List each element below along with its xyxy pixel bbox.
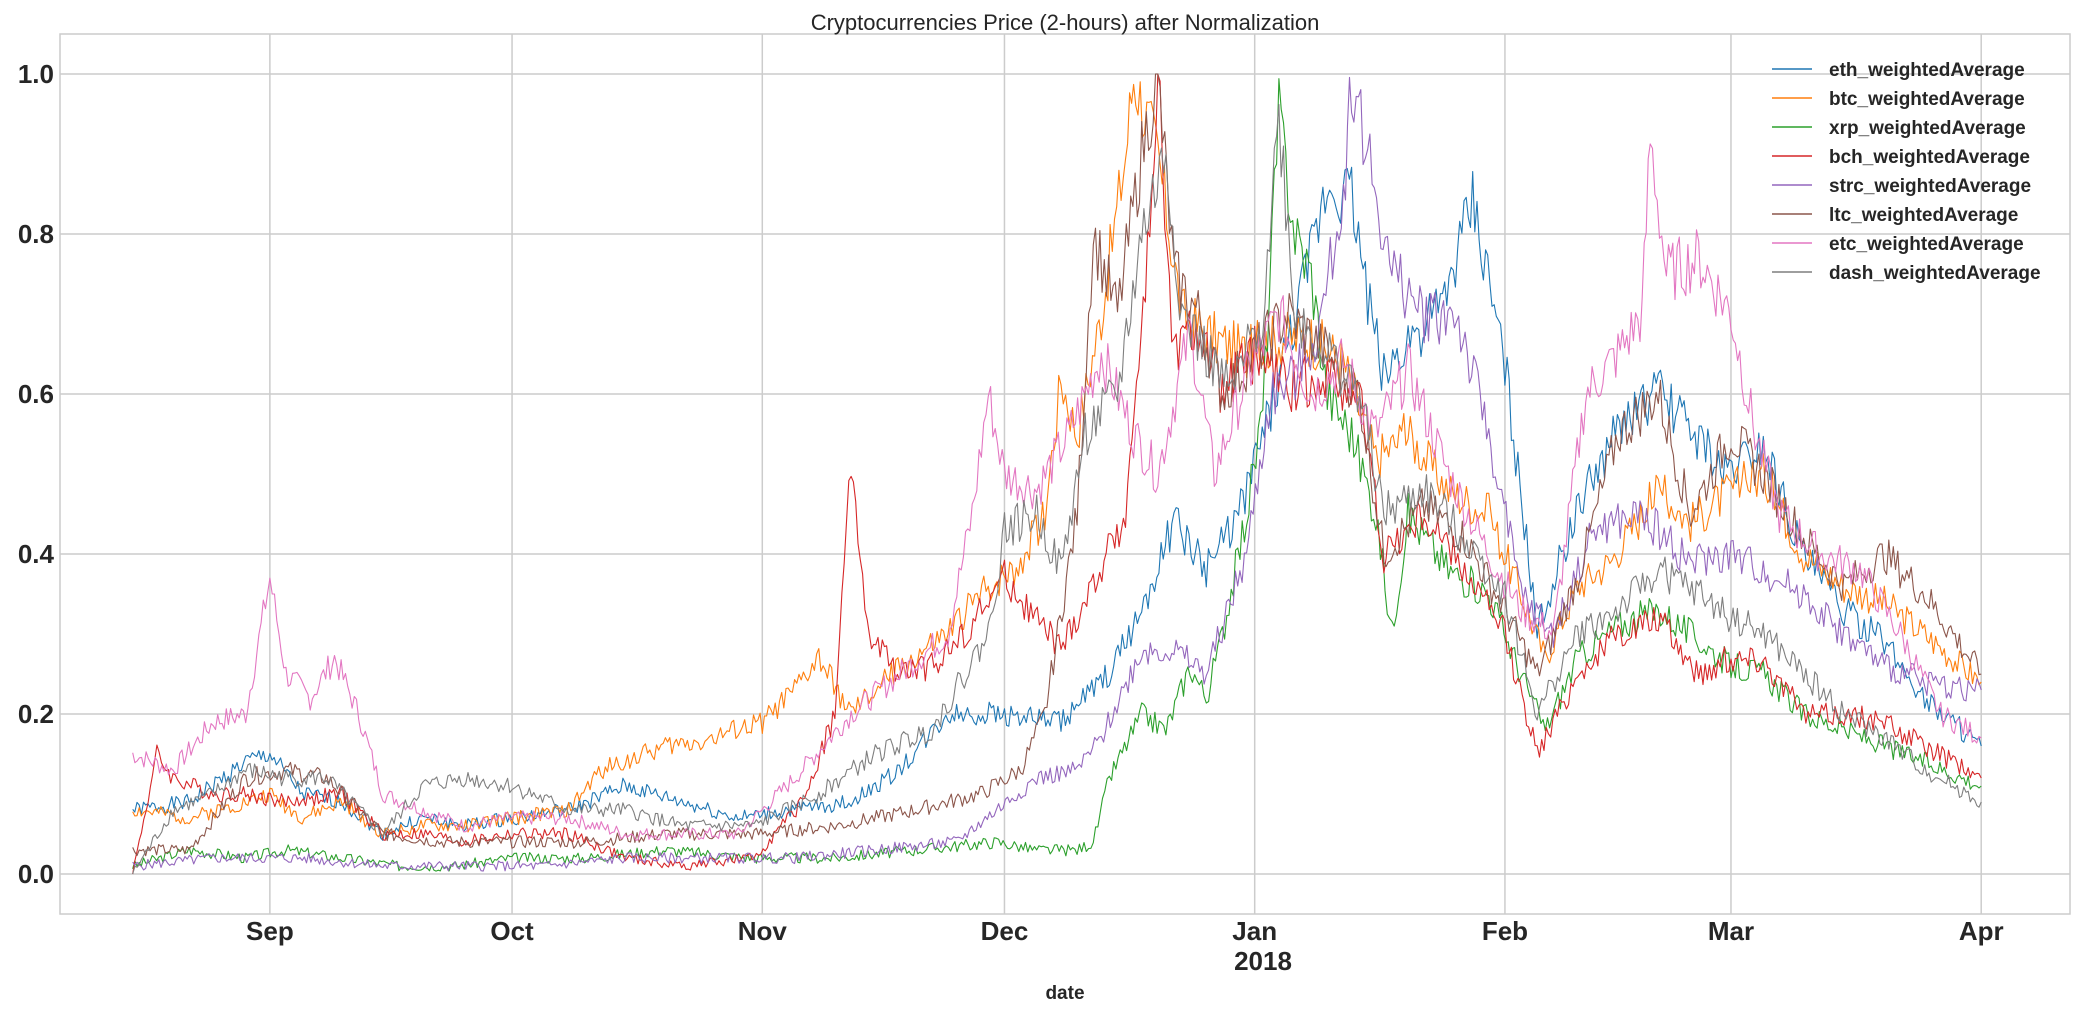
legend-label: bch_weightedAverage [1829, 147, 2030, 168]
x-axis-label: date [1045, 983, 1084, 1004]
legend-label: btc_weightedAverage [1829, 89, 2025, 110]
legend-label: strc_weightedAverage [1829, 176, 2031, 197]
grid [60, 34, 2070, 914]
legend-label: ltc_weightedAverage [1829, 205, 2018, 226]
series-line-xrp_weightedAverage [132, 78, 1982, 872]
y-tick-label: 0.4 [18, 539, 55, 569]
x-tick-label: Dec [981, 916, 1029, 946]
legend: eth_weightedAverage btc_weightedAveragexr… [1772, 60, 2041, 284]
legend-label: xrp_weightedAverage [1829, 118, 2026, 139]
x-tick-label: Jan [1232, 916, 1277, 946]
series-line-strc_weightedAverage [132, 76, 1982, 872]
series-line-ltc_weightedAverage [132, 73, 1982, 857]
series-line-dash_weightedAverage [132, 104, 1982, 875]
series-line-btc_weightedAverage [132, 81, 1982, 838]
x-tick-label: Sep [246, 916, 294, 946]
y-tick-label: 1.0 [18, 59, 54, 89]
plot-background [60, 34, 2070, 914]
x-tick-label: Oct [490, 916, 534, 946]
y-tick-label: 0.0 [18, 859, 54, 889]
chart-title: Cryptocurrencies Price (2-hours) after N… [811, 10, 1320, 35]
y-tick-labels: 0.0 0.2 0.4 0.6 0.8 1.0 [18, 59, 55, 889]
y-tick-label: 0.8 [18, 219, 54, 249]
legend-label: eth_weightedAverage [1829, 60, 2025, 81]
x-tick-labels: Sep Oct Nov Dec Jan Feb Mar Apr [246, 916, 2004, 946]
x-year-label: 2018 [1234, 946, 1292, 976]
series-line-eth_weightedAverage [132, 166, 1982, 841]
series-lines [132, 73, 1982, 875]
plot-frame [59, 33, 2071, 915]
y-tick-label: 0.6 [18, 379, 54, 409]
x-tick-label: Mar [1708, 916, 1754, 946]
x-tick-label: Apr [1959, 916, 2004, 946]
series-line-etc_weightedAverage [132, 143, 1982, 841]
x-tick-label: Nov [738, 916, 788, 946]
legend-label: dash_weightedAverage [1829, 263, 2041, 284]
x-tick-label: Feb [1482, 916, 1528, 946]
y-tick-label: 0.2 [18, 699, 54, 729]
legend-label: etc_weightedAverage [1829, 234, 2024, 255]
